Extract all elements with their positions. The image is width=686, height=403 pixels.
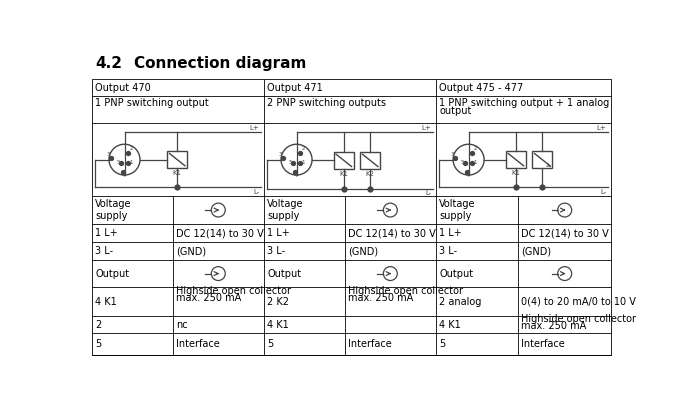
Text: 4: 4 [293, 173, 297, 179]
Text: Interface: Interface [176, 339, 220, 349]
Text: 1: 1 [473, 160, 477, 165]
Text: L+: L+ [250, 125, 259, 131]
Text: 4: 4 [465, 173, 469, 179]
Text: 4 K1: 4 K1 [439, 320, 461, 330]
Text: max. 250 mA: max. 250 mA [521, 321, 587, 331]
Text: Highside open collector: Highside open collector [521, 314, 637, 324]
Text: max. 250 mA: max. 250 mA [348, 293, 413, 303]
Text: output: output [439, 106, 471, 116]
Text: 4: 4 [121, 173, 125, 179]
Bar [167, 151, 187, 168]
Bar [506, 151, 526, 168]
Text: 5: 5 [267, 339, 273, 349]
Text: DC 12(14) to 30 V: DC 12(14) to 30 V [521, 228, 609, 238]
Text: 2: 2 [302, 146, 305, 151]
Text: 2 K2: 2 K2 [267, 297, 289, 307]
Text: L-: L- [253, 189, 259, 195]
Text: 5: 5 [439, 339, 445, 349]
Text: (GND): (GND) [176, 246, 206, 256]
Text: 1: 1 [129, 160, 132, 165]
Text: Output 475 - 477: Output 475 - 477 [439, 83, 523, 93]
Text: Connection diagram: Connection diagram [134, 56, 306, 71]
Text: 5: 5 [460, 160, 464, 165]
Text: 3 L-: 3 L- [267, 246, 285, 256]
Text: Output: Output [439, 268, 473, 278]
Text: 1 L+: 1 L+ [95, 228, 118, 238]
Text: 2 PNP switching outputs: 2 PNP switching outputs [267, 98, 386, 108]
Text: 1: 1 [301, 160, 305, 165]
Text: Voltage
supply: Voltage supply [439, 199, 475, 221]
Text: DC 12(14) to 30 V: DC 12(14) to 30 V [348, 228, 436, 238]
Bar [334, 152, 354, 169]
Text: K1: K1 [173, 170, 182, 177]
Text: 3: 3 [279, 152, 282, 156]
Text: 5: 5 [117, 160, 120, 165]
Text: K2: K2 [366, 171, 375, 177]
Text: 1 L+: 1 L+ [439, 228, 462, 238]
Text: 3 L-: 3 L- [95, 246, 113, 256]
Text: Output 471: Output 471 [267, 83, 323, 93]
Text: L-: L- [600, 189, 606, 195]
Bar [360, 152, 380, 169]
Text: 3: 3 [451, 152, 454, 156]
Text: 0(4) to 20 mA/0 to 10 V: 0(4) to 20 mA/0 to 10 V [521, 297, 636, 307]
Text: 4 K1: 4 K1 [267, 320, 289, 330]
Text: Output: Output [267, 268, 301, 278]
Text: K1: K1 [511, 170, 521, 177]
Text: 2: 2 [95, 320, 102, 330]
Text: Voltage
supply: Voltage supply [95, 199, 132, 221]
Text: L-: L- [425, 190, 431, 196]
Bar [532, 151, 552, 168]
Text: 3 L-: 3 L- [439, 246, 458, 256]
Bar [92, 79, 611, 355]
Text: 3: 3 [106, 152, 110, 156]
Text: 2: 2 [130, 146, 133, 151]
Text: 2: 2 [474, 146, 477, 151]
Text: nc: nc [176, 320, 187, 330]
Text: Interface: Interface [348, 339, 392, 349]
Text: K1: K1 [340, 171, 348, 177]
Text: Output: Output [95, 268, 129, 278]
Text: L+: L+ [422, 125, 431, 131]
Text: L+: L+ [597, 125, 606, 131]
Text: (GND): (GND) [521, 246, 552, 256]
Text: DC 12(14) to 30 V: DC 12(14) to 30 V [176, 228, 263, 238]
Text: Voltage
supply: Voltage supply [267, 199, 304, 221]
Text: (GND): (GND) [348, 246, 378, 256]
Text: 4.2: 4.2 [95, 56, 122, 71]
Text: Highside open collector: Highside open collector [176, 286, 291, 296]
Text: max. 250 mA: max. 250 mA [176, 293, 241, 303]
Text: 1 PNP switching output: 1 PNP switching output [95, 98, 209, 108]
Text: Highside open collector: Highside open collector [348, 286, 462, 296]
Text: 5: 5 [288, 160, 292, 165]
Text: 1 PNP switching output + 1 analog: 1 PNP switching output + 1 analog [439, 98, 609, 108]
Text: 4 K1: 4 K1 [95, 297, 117, 307]
Text: 5: 5 [95, 339, 102, 349]
Text: 1 L+: 1 L+ [267, 228, 290, 238]
Text: Interface: Interface [521, 339, 565, 349]
Text: Output 470: Output 470 [95, 83, 151, 93]
Text: 2 analog: 2 analog [439, 297, 482, 307]
